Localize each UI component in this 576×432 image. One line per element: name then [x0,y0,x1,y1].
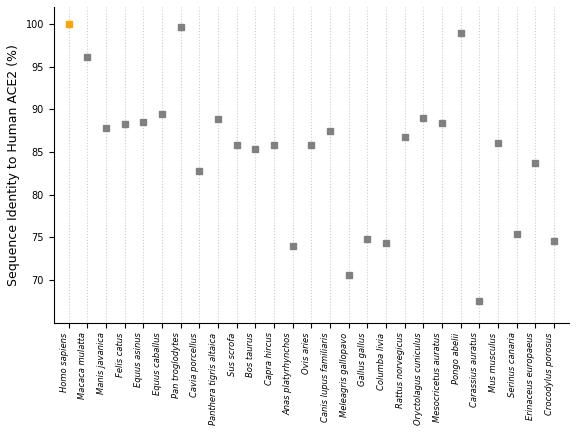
Y-axis label: Sequence Identity to Human ACE2 (%): Sequence Identity to Human ACE2 (%) [7,44,20,286]
